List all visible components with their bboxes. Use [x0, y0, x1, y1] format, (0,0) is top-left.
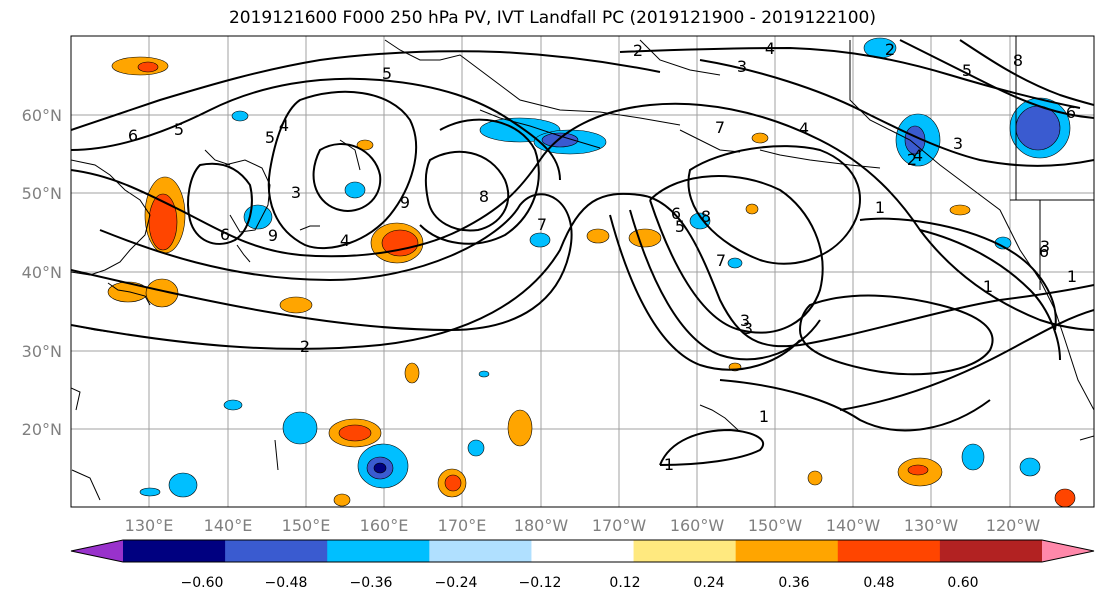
contour-labels: 2 4 5 6 3 5 4 6 4 5 3 9 8 9 2 7 5 4 3 8 … — [128, 39, 1077, 474]
contour-label: 8 — [701, 207, 711, 226]
lon-label: 130°E — [125, 516, 174, 535]
contour-label: 5 — [962, 61, 972, 80]
lat-label: 50°N — [22, 184, 62, 203]
lon-label: 150°W — [748, 516, 803, 535]
colorbar-segment — [939, 540, 1043, 562]
contour-label: 4 — [340, 231, 350, 250]
contour-label: 3 — [740, 311, 750, 330]
lon-label: 120°W — [986, 516, 1041, 535]
lon-label: 140°W — [826, 516, 881, 535]
lat-label: 40°N — [22, 263, 62, 282]
colorbar-outline — [70, 539, 1095, 563]
contour-label: 3 — [1040, 237, 1050, 256]
lat-axis-labels: 60°N 50°N 40°N 30°N 20°N — [22, 106, 62, 439]
map-title: 2019121600 F000 250 hPa PV, IVT Landfall… — [228, 8, 876, 28]
contour-label: 9 — [400, 193, 410, 212]
colorbar-tick-label: 0.60 — [947, 575, 978, 591]
colorbar-segment — [735, 540, 839, 562]
colorbar-tick-label: 0.36 — [778, 575, 809, 591]
colorbar-ticks: −0.60 −0.48 −0.36 −0.24 −0.12 0.12 0.24 … — [181, 575, 979, 591]
lon-label: 140°E — [204, 516, 253, 535]
colorbar-tick-label: 0.24 — [693, 575, 724, 591]
contour-label: 7 — [715, 118, 725, 137]
colorbar-tick-label: 0.12 — [609, 575, 640, 591]
contour-label: 2 — [907, 150, 917, 169]
contour-label: 3 — [743, 319, 753, 338]
contour-label: 4 — [279, 116, 289, 135]
lon-label: 170°E — [438, 516, 487, 535]
contour-label: 1 — [983, 277, 993, 296]
contour-label: 6 — [220, 225, 230, 244]
contour-label: 6 — [1066, 103, 1076, 122]
colorbar-segment — [837, 540, 941, 562]
contour-label: 2 — [885, 40, 895, 59]
colorbar-tick-label: −0.12 — [519, 575, 562, 591]
contour-label: 4 — [765, 39, 775, 58]
contour-label: 5 — [675, 217, 685, 236]
colorbar-segment — [71, 540, 123, 562]
lon-label: 160°W — [670, 516, 725, 535]
contour-label: 7 — [716, 251, 726, 270]
colorbar-segment — [1042, 540, 1094, 562]
lat-label: 30°N — [22, 342, 62, 361]
contour-label: 2 — [300, 337, 310, 356]
colorbar-tick-label: 0.48 — [863, 575, 894, 591]
colorbar-segment — [225, 540, 328, 562]
contour-label: 1 — [759, 407, 769, 426]
lon-label: 160°E — [360, 516, 409, 535]
contour-label: 3 — [291, 183, 301, 202]
lat-label: 20°N — [22, 420, 62, 439]
colorbar-segment — [531, 540, 635, 562]
colorbar-segment — [429, 540, 532, 562]
pv-contours — [71, 39, 1094, 466]
lat-label: 60°N — [22, 106, 62, 125]
lon-label: 150°E — [282, 516, 331, 535]
contour-label: 1 — [664, 455, 674, 474]
contour-label: 2 — [633, 41, 643, 60]
contour-label: 6 — [1039, 242, 1049, 261]
contour-label: 1 — [1067, 267, 1077, 286]
contour-label: 7 — [537, 215, 547, 234]
contour-label: 6 — [671, 204, 681, 223]
colorbar-segment — [327, 540, 430, 562]
lon-label: 170°W — [592, 516, 647, 535]
contour-label: 3 — [953, 134, 963, 153]
contour-label: 9 — [268, 226, 278, 245]
contour-label: 5 — [265, 128, 275, 147]
contour-label: 5 — [174, 120, 184, 139]
contour-label: 4 — [799, 119, 809, 138]
colorbar-tick-label: −0.36 — [350, 575, 393, 591]
contour-label: 1 — [875, 198, 885, 217]
lon-axis-labels: 130°E 140°E 150°E 160°E 170°E 180°W 170°… — [125, 516, 1041, 535]
colorbar — [70, 539, 1095, 563]
contour-label: 4 — [913, 146, 923, 165]
colorbar-tick-label: −0.48 — [265, 575, 308, 591]
ivt-shading — [107, 37, 1076, 507]
contour-label: 8 — [479, 187, 489, 206]
map-frame — [70, 35, 1095, 508]
colorbar-segment — [123, 540, 226, 562]
contour-label: 3 — [737, 57, 747, 76]
colorbar-segment — [633, 540, 737, 562]
colorbar-tick-label: −0.24 — [435, 575, 478, 591]
contour-label: 8 — [1013, 51, 1023, 70]
lon-label: 130°W — [904, 516, 959, 535]
contour-label: 5 — [382, 64, 392, 83]
lon-label: 180°W — [514, 516, 569, 535]
colorbar-tick-label: −0.60 — [181, 575, 224, 591]
contour-label: 6 — [128, 126, 138, 145]
